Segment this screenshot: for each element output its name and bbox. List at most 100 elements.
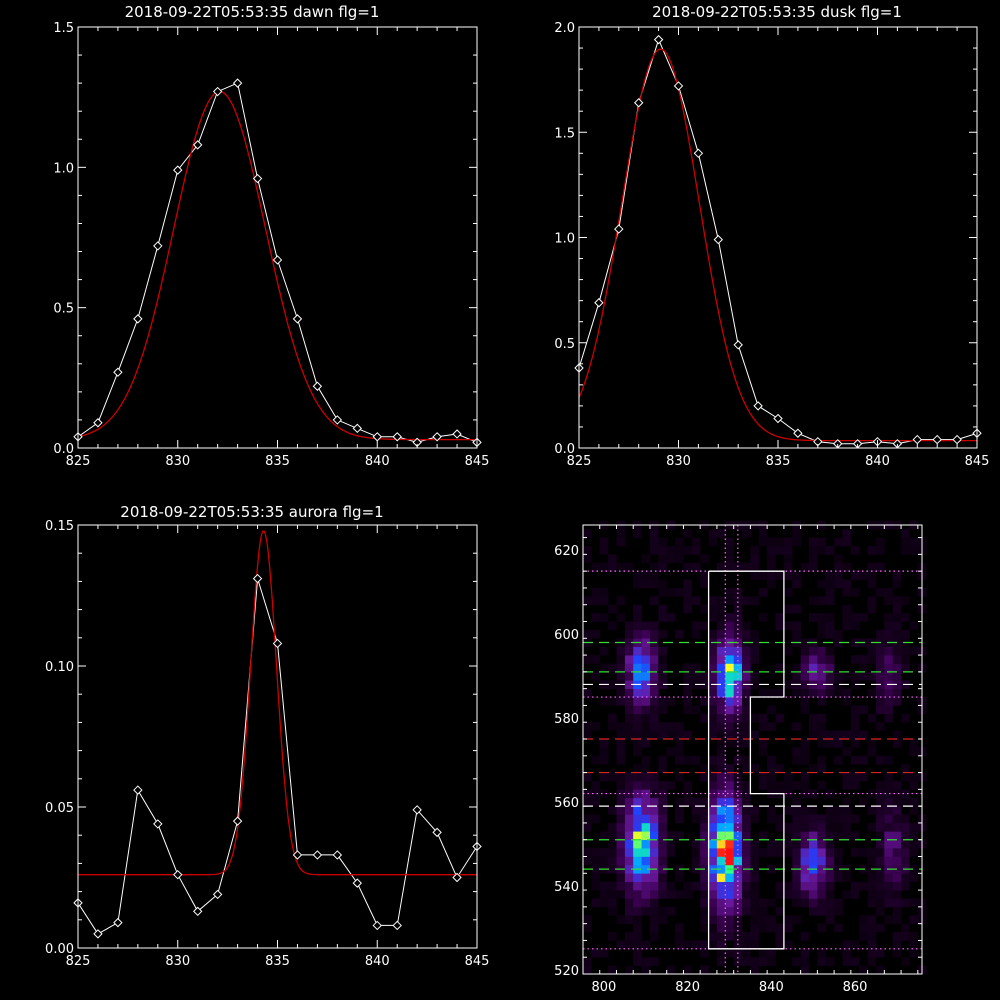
data-point [252,573,263,584]
x-tick-label: 830 [165,454,190,469]
data-point [793,428,803,438]
x-tick-label: 800 [592,980,617,995]
data-point [272,255,283,265]
data-point [312,381,323,391]
y-tick-label: 0.05 [45,801,74,816]
data-point [93,929,103,939]
data-point [733,340,743,350]
dusk-panel: 2018-09-22T05:53:35 dusk flg=1 825 830 835… [554,3,989,469]
x-tick-label: 820 [675,980,700,995]
data-point [272,638,283,649]
data-point [232,78,243,88]
plot-frame [582,524,923,975]
x-tick-label: 845 [465,954,490,969]
data-point [753,401,763,411]
data-point [173,165,183,175]
data-point [192,140,203,150]
data-point [392,432,402,442]
fit-curve [78,90,477,441]
y-tick-label: 620 [554,544,579,559]
data-point [653,34,664,45]
y-tick-label: 0.00 [45,942,74,957]
x-tick-label: 825 [567,454,592,469]
x-tick-label: 840 [865,454,890,469]
data-point [352,423,363,434]
y-tick-label: 0.15 [45,519,74,534]
y-tick-label: 0.0 [53,442,74,457]
x-tick-label: 845 [465,454,490,469]
y-tick-label: 1.5 [554,126,575,141]
data-point [153,819,163,829]
data-point [952,434,962,445]
y-tick-label: 560 [554,796,579,811]
data-point [192,906,203,917]
y-tick-label: 2.0 [554,21,575,36]
data-point [332,850,343,860]
data-point [113,917,123,928]
y-tick-label: 0.10 [45,660,74,675]
data-point [173,869,183,880]
data-point [773,413,783,424]
y-tick-label: 1.5 [53,21,74,36]
data-point [452,429,462,439]
y-tick-label: 520 [554,964,579,979]
data-point [912,434,923,445]
data-point [212,86,223,97]
fit-curve [579,48,977,442]
y-tick-label: 580 [554,712,579,727]
x-tick-label: 835 [265,454,290,469]
x-tick-label: 840 [365,954,390,969]
x-tick-label: 835 [766,454,791,469]
x-tick-label: 830 [666,454,691,469]
dusk-title: 2018-09-22T05:53:35 dusk flg=1 [652,3,902,21]
y-tick-label: 0.5 [53,302,74,317]
data-point [312,850,323,860]
data-point [614,224,624,234]
data-point [133,785,143,795]
dawn-panel: 2018-09-22T05:53:35 dawn flg=1 825 830 835… [53,3,489,469]
x-tick-label: 845 [965,454,990,469]
data-point [93,418,103,428]
y-tick-label: 600 [554,628,579,643]
x-tick-label: 825 [66,454,91,469]
data-point [292,850,303,860]
data-point [392,920,402,931]
data-point [372,920,382,931]
data-point [594,298,604,308]
data-point [452,872,462,883]
fit-curve [78,530,477,876]
data-point [292,314,303,324]
aurora-panel: 2018-09-22T05:53:35 aurora flg=1 825 830 8… [45,503,489,969]
dawn-title: 2018-09-22T05:53:35 dawn flg=1 [125,3,380,21]
x-tick-label: 840 [759,980,784,995]
data-point [932,434,942,445]
data-point [133,314,143,324]
data-point [113,367,123,377]
x-tick-label: 830 [165,954,190,969]
x-tick-label: 825 [66,954,91,969]
y-tick-label: 540 [554,880,579,895]
data-point [673,81,684,91]
data-point [412,805,422,815]
y-tick-label: 1.0 [554,232,575,247]
y-tick-label: 0.0 [554,442,575,457]
data-point [153,241,163,251]
data-point [232,816,243,826]
x-tick-label: 840 [365,454,390,469]
data-point [432,432,442,442]
extraction-box [707,570,785,950]
data-point [212,889,223,900]
y-tick-label: 1.0 [53,161,74,176]
x-tick-label: 860 [843,980,868,995]
data-point [432,827,442,838]
data-point [252,173,263,184]
aurora-title: 2018-09-22T05:53:35 aurora flg=1 [120,503,383,521]
data-point [332,415,343,425]
data-point [693,148,704,159]
data-point [633,98,644,108]
spectral-image-panel: 800 820 840 860 520 540 560 580 600 620 [554,520,927,995]
data-point [352,878,363,888]
data-point [713,234,724,245]
y-tick-label: 0.5 [554,337,575,352]
